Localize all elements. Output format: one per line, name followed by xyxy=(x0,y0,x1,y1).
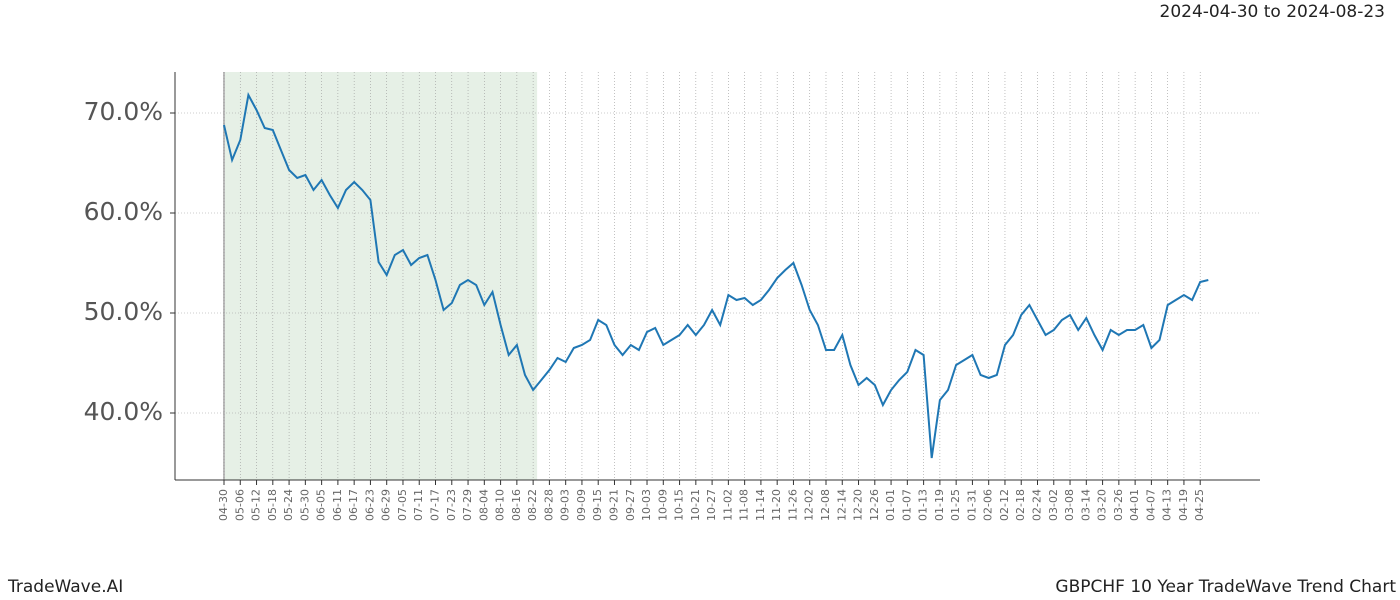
x-tick-label: 12-02 xyxy=(803,489,816,521)
x-tick-label: 10-21 xyxy=(689,489,702,521)
x-tick-label: 07-23 xyxy=(445,489,458,521)
x-tick-label: 01-19 xyxy=(933,489,946,521)
footer-right: GBPCHF 10 Year TradeWave Trend Chart xyxy=(1055,577,1396,597)
x-tick-label: 07-05 xyxy=(396,489,409,521)
x-tick-label: 12-20 xyxy=(852,489,865,521)
x-tick-label: 03-02 xyxy=(1047,489,1060,521)
x-tick-label: 08-16 xyxy=(510,489,523,521)
x-tick-label: 08-04 xyxy=(477,489,490,521)
x-tick-label: 10-27 xyxy=(705,489,718,521)
x-tick-label: 01-01 xyxy=(884,489,897,521)
x-tick-label: 11-02 xyxy=(721,489,734,521)
y-tick-label: 50.0% xyxy=(84,297,163,326)
x-tick-label: 04-13 xyxy=(1161,489,1174,521)
x-tick-label: 11-20 xyxy=(770,489,783,521)
x-tick-label: 09-09 xyxy=(575,489,588,521)
x-tick-label: 05-30 xyxy=(298,489,311,521)
x-tick-label: 01-25 xyxy=(949,489,962,521)
x-tick-label: 03-08 xyxy=(1063,489,1076,521)
x-tick-label: 08-10 xyxy=(494,489,507,521)
x-tick-label: 09-27 xyxy=(624,489,637,521)
footer-left: TradeWave.AI xyxy=(7,577,123,597)
x-tick-label: 04-07 xyxy=(1144,489,1157,521)
x-tick-label: 04-19 xyxy=(1177,489,1190,521)
x-tick-label: 08-28 xyxy=(542,489,555,521)
x-tick-label: 01-31 xyxy=(965,489,978,521)
x-tick-label: 08-22 xyxy=(526,489,539,521)
x-tick-label: 05-12 xyxy=(250,489,263,521)
x-tick-label: 09-03 xyxy=(559,489,572,521)
x-tick-label: 10-03 xyxy=(640,489,653,521)
data-line xyxy=(223,92,1209,459)
x-tick-label: 11-14 xyxy=(754,489,767,521)
x-tick-label: 10-15 xyxy=(673,489,686,521)
x-tick-label: 02-24 xyxy=(1031,489,1044,521)
x-tick-label: 10-09 xyxy=(656,489,669,521)
x-tick-label: 06-23 xyxy=(363,489,376,521)
x-tick-label: 05-06 xyxy=(233,489,246,521)
x-tick-label: 04-01 xyxy=(1128,489,1141,521)
x-tick-label: 09-21 xyxy=(607,489,620,521)
x-tick-label: 05-18 xyxy=(266,489,279,521)
x-tick-label: 04-25 xyxy=(1193,489,1206,521)
x-tick-label: 02-18 xyxy=(1014,489,1027,521)
x-tick-label: 07-17 xyxy=(429,489,442,521)
x-tick-label: 06-11 xyxy=(331,489,344,521)
x-tick-label: 01-07 xyxy=(900,489,913,521)
x-tick-label: 03-14 xyxy=(1079,489,1092,521)
x-tick-label: 09-15 xyxy=(591,489,604,521)
x-tick-label: 12-08 xyxy=(819,489,832,521)
x-tick-label: 04-30 xyxy=(217,489,230,521)
y-tick-label: 60.0% xyxy=(84,197,163,226)
x-tick-label: 01-13 xyxy=(917,489,930,521)
x-tick-label: 12-14 xyxy=(835,489,848,521)
x-tick-label: 03-26 xyxy=(1112,489,1125,521)
chart-title: 2024-04-30 to 2024-08-23 xyxy=(1160,2,1385,22)
x-tick-label: 02-12 xyxy=(998,489,1011,521)
x-tick-label: 06-29 xyxy=(380,489,393,521)
x-tick-label: 03-20 xyxy=(1096,489,1109,521)
x-tick-label: 07-11 xyxy=(412,489,425,521)
y-tick-label: 70.0% xyxy=(84,97,163,126)
y-tick-label: 40.0% xyxy=(84,397,163,426)
x-tick-label: 12-26 xyxy=(868,489,881,521)
highlight-band xyxy=(224,72,538,480)
x-tick-label: 06-05 xyxy=(315,489,328,521)
x-tick-label: 11-08 xyxy=(738,489,751,521)
x-tick-label: 07-29 xyxy=(461,489,474,521)
x-tick-label: 02-06 xyxy=(982,489,995,521)
x-tick-label: 05-24 xyxy=(282,489,295,521)
x-tick-label: 06-17 xyxy=(347,489,360,521)
x-tick-label: 11-26 xyxy=(786,489,799,521)
